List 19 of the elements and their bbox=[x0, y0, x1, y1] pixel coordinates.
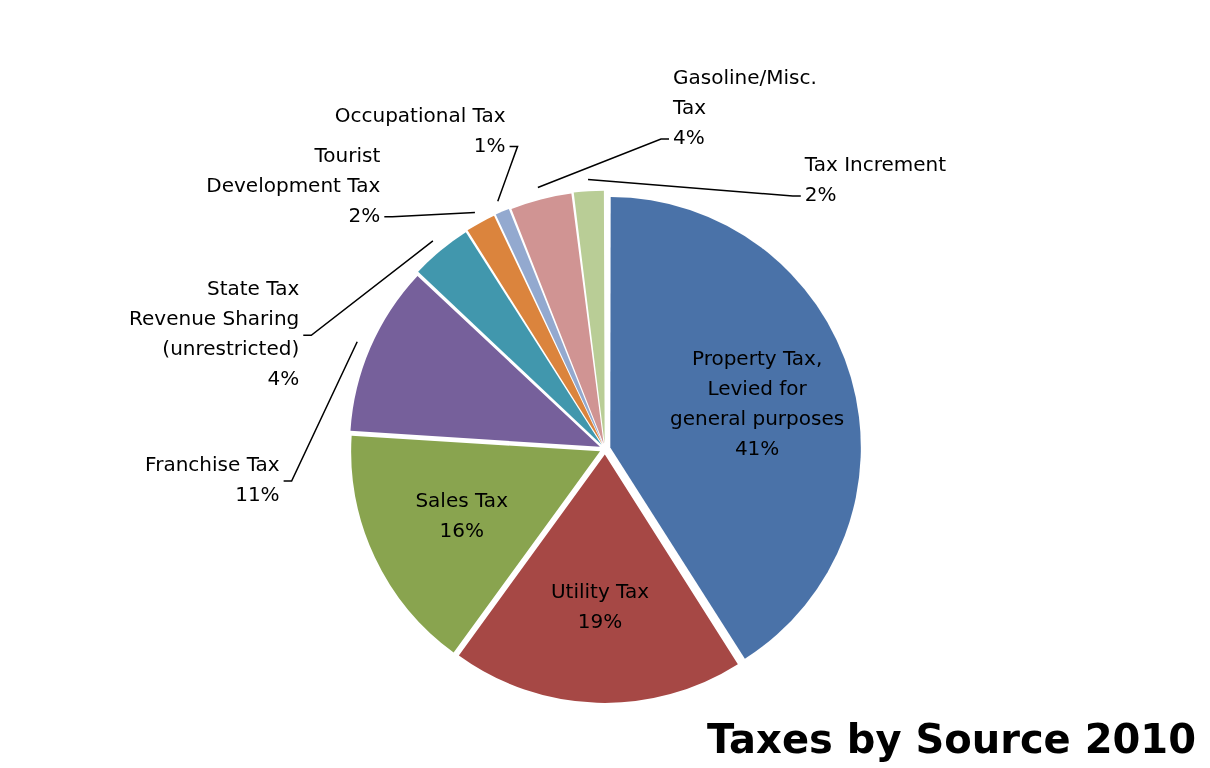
text: Taxes by Source 2010 bbox=[706, 716, 1196, 762]
data-label: 2% bbox=[804, 182, 837, 207]
slice-label: State Tax Revenue Sharing (unrestricted) bbox=[129, 276, 300, 361]
slice-label: Occupational Tax bbox=[334, 102, 506, 127]
data-label: 16% bbox=[439, 517, 484, 542]
slice-label: Tourist Development Tax bbox=[206, 142, 381, 197]
data-label: 19% bbox=[577, 608, 623, 633]
data-label: 4% bbox=[267, 366, 300, 391]
slice-label: Tax Increment bbox=[803, 152, 947, 177]
data-label: 1% bbox=[473, 132, 506, 157]
data-label: 11% bbox=[235, 482, 280, 507]
data-label: 41% bbox=[734, 436, 780, 461]
data-label: 2% bbox=[348, 202, 381, 227]
slice-label: Franchise Tax bbox=[145, 452, 280, 477]
slice-label: Property Tax, Levied for general purposes bbox=[670, 346, 845, 431]
data-label: 4% bbox=[673, 125, 705, 150]
slice-label: Utility Tax bbox=[550, 578, 650, 603]
slice-label: Sales Tax bbox=[415, 487, 509, 512]
slice-label: Gasoline/Misc. Tax bbox=[672, 65, 817, 120]
